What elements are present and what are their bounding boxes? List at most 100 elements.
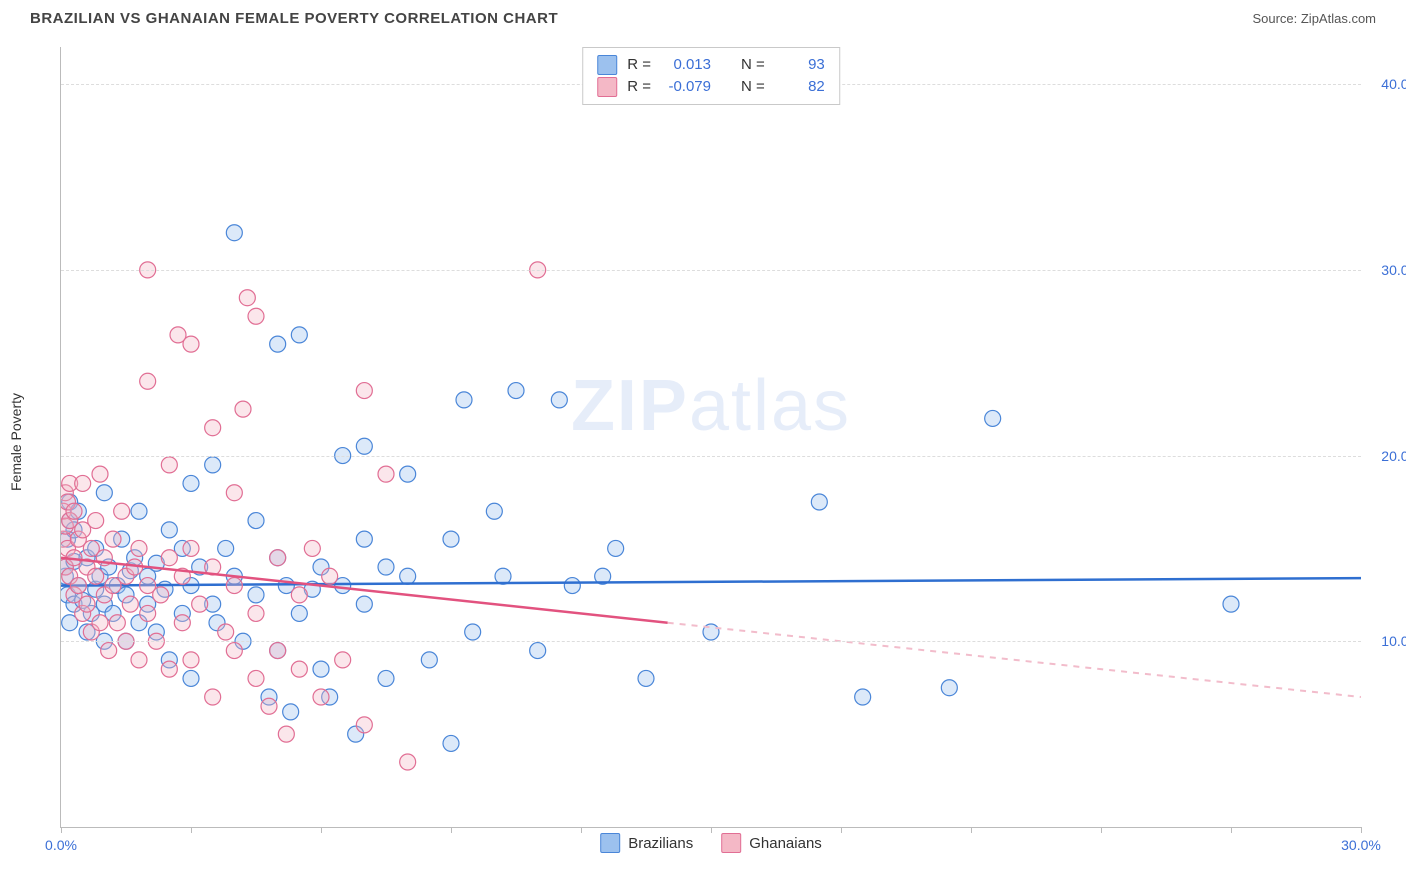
- data-point-ghanaians: [88, 513, 104, 529]
- legend-swatch-icon: [600, 833, 620, 853]
- data-point-brazilians: [456, 392, 472, 408]
- data-point-brazilians: [608, 540, 624, 556]
- data-point-ghanaians: [291, 587, 307, 603]
- legend-item: Ghanaians: [721, 833, 822, 853]
- stat-n-value: 93: [775, 54, 825, 76]
- data-point-brazilians: [638, 670, 654, 686]
- data-point-brazilians: [161, 522, 177, 538]
- trendline-extrapolated-ghanaians: [668, 623, 1361, 697]
- data-point-ghanaians: [183, 336, 199, 352]
- stat-n-value: 82: [775, 76, 825, 98]
- data-point-brazilians: [551, 392, 567, 408]
- source-label: Source: ZipAtlas.com: [1252, 11, 1376, 26]
- data-point-brazilians: [400, 568, 416, 584]
- stat-r-value: 0.013: [661, 54, 711, 76]
- data-point-ghanaians: [400, 754, 416, 770]
- data-point-brazilians: [291, 327, 307, 343]
- y-tick-label: 20.0%: [1381, 448, 1406, 464]
- gridline: [61, 641, 1361, 642]
- data-point-ghanaians: [131, 652, 147, 668]
- header: BRAZILIAN VS GHANAIAN FEMALE POVERTY COR…: [0, 0, 1406, 27]
- data-point-ghanaians: [356, 383, 372, 399]
- data-point-ghanaians: [218, 624, 234, 640]
- y-axis-label: Female Poverty: [8, 393, 24, 491]
- data-point-brazilians: [183, 670, 199, 686]
- data-point-ghanaians: [322, 568, 338, 584]
- data-point-brazilians: [356, 438, 372, 454]
- data-point-ghanaians: [122, 596, 138, 612]
- scatter-svg: [61, 47, 1361, 827]
- data-point-brazilians: [465, 624, 481, 640]
- data-point-ghanaians: [313, 689, 329, 705]
- x-tick: [581, 827, 582, 833]
- x-tick: [711, 827, 712, 833]
- stat-r-label: R =: [627, 54, 651, 76]
- data-point-brazilians: [486, 503, 502, 519]
- data-point-ghanaians: [291, 661, 307, 677]
- data-point-ghanaians: [161, 661, 177, 677]
- data-point-ghanaians: [66, 503, 82, 519]
- legend-swatch-icon: [597, 55, 617, 75]
- y-tick-label: 40.0%: [1381, 76, 1406, 92]
- gridline: [61, 456, 1361, 457]
- data-point-ghanaians: [75, 475, 91, 491]
- stat-r-value: -0.079: [661, 76, 711, 98]
- data-point-ghanaians: [174, 615, 190, 631]
- data-point-brazilians: [183, 475, 199, 491]
- data-point-ghanaians: [114, 503, 130, 519]
- data-point-brazilians: [564, 578, 580, 594]
- data-point-brazilians: [378, 670, 394, 686]
- x-tick: [451, 827, 452, 833]
- data-point-ghanaians: [248, 308, 264, 324]
- x-tick: [321, 827, 322, 833]
- data-point-brazilians: [811, 494, 827, 510]
- data-point-ghanaians: [105, 531, 121, 547]
- data-point-ghanaians: [378, 466, 394, 482]
- legend-label: Ghanaians: [749, 835, 822, 852]
- y-tick-label: 10.0%: [1381, 633, 1406, 649]
- data-point-brazilians: [941, 680, 957, 696]
- x-tick-label: 0.0%: [45, 837, 77, 853]
- x-tick: [61, 827, 62, 833]
- gridline: [61, 270, 1361, 271]
- data-point-brazilians: [378, 559, 394, 575]
- data-point-brazilians: [530, 643, 546, 659]
- data-point-ghanaians: [79, 596, 95, 612]
- data-point-ghanaians: [270, 643, 286, 659]
- data-point-brazilians: [313, 661, 329, 677]
- data-point-ghanaians: [183, 652, 199, 668]
- data-point-brazilians: [421, 652, 437, 668]
- data-point-brazilians: [508, 383, 524, 399]
- y-tick-label: 30.0%: [1381, 262, 1406, 278]
- chart-title: BRAZILIAN VS GHANAIAN FEMALE POVERTY COR…: [30, 10, 558, 27]
- data-point-brazilians: [400, 466, 416, 482]
- data-point-ghanaians: [248, 670, 264, 686]
- data-point-brazilians: [443, 735, 459, 751]
- data-point-brazilians: [985, 410, 1001, 426]
- data-point-ghanaians: [205, 420, 221, 436]
- data-point-ghanaians: [88, 568, 104, 584]
- stats-row: R = 0.013 N = 93: [597, 54, 825, 76]
- stats-row: R =-0.079N =82: [597, 76, 825, 98]
- data-point-brazilians: [218, 540, 234, 556]
- bottom-legend: Brazilians Ghanaians: [600, 833, 822, 853]
- stat-n-label: N =: [741, 54, 765, 76]
- x-tick: [971, 827, 972, 833]
- stat-n-label: N =: [741, 76, 765, 98]
- data-point-ghanaians: [335, 652, 351, 668]
- data-point-brazilians: [283, 704, 299, 720]
- data-point-ghanaians: [356, 717, 372, 733]
- data-point-brazilians: [226, 225, 242, 241]
- data-point-ghanaians: [239, 290, 255, 306]
- x-tick: [191, 827, 192, 833]
- data-point-brazilians: [248, 587, 264, 603]
- legend-swatch-icon: [597, 77, 617, 97]
- data-point-ghanaians: [226, 485, 242, 501]
- data-point-ghanaians: [140, 373, 156, 389]
- legend-item: Brazilians: [600, 833, 693, 853]
- data-point-brazilians: [443, 531, 459, 547]
- data-point-brazilians: [356, 596, 372, 612]
- data-point-brazilians: [356, 531, 372, 547]
- data-point-ghanaians: [183, 540, 199, 556]
- data-point-brazilians: [855, 689, 871, 705]
